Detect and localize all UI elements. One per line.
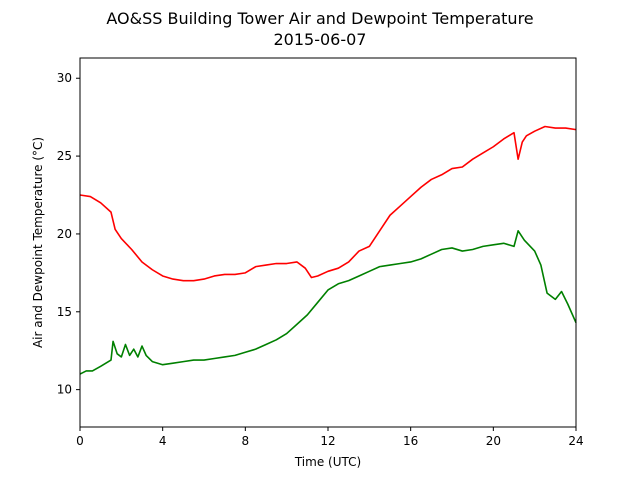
y-tick-label: 30 — [57, 71, 72, 85]
series-layer — [79, 125, 577, 375]
chart-title: AO&SS Building Tower Air and Dewpoint Te… — [106, 9, 533, 28]
plot-area: 0 4 8 12 16 20 24 10 15 20 25 30 — [57, 57, 584, 448]
series-line-1 — [79, 125, 577, 282]
y-tick-label: 25 — [57, 149, 72, 163]
plot-frame — [79, 57, 577, 428]
x-tick-label: 20 — [486, 434, 501, 448]
y-axis-label: Air and Dewpoint Temperature (°C) — [31, 137, 45, 348]
chart-subtitle: 2015-06-07 — [274, 30, 367, 49]
y-tick-label: 10 — [57, 383, 72, 397]
x-tick-label: 0 — [76, 434, 84, 448]
x-tick-label: 8 — [242, 434, 250, 448]
ticks-layer: 0 4 8 12 16 20 24 10 15 20 25 30 — [57, 71, 584, 448]
plot-background — [80, 58, 576, 427]
y-tick-label: 20 — [57, 227, 72, 241]
x-tick-label: 24 — [568, 434, 583, 448]
x-tick-label: 4 — [159, 434, 167, 448]
y-tick-label: 15 — [57, 305, 72, 319]
x-tick-label: 16 — [403, 434, 418, 448]
x-tick-label: 12 — [320, 434, 335, 448]
series-line-2 — [79, 230, 577, 375]
x-axis-label: Time (UTC) — [294, 455, 361, 469]
